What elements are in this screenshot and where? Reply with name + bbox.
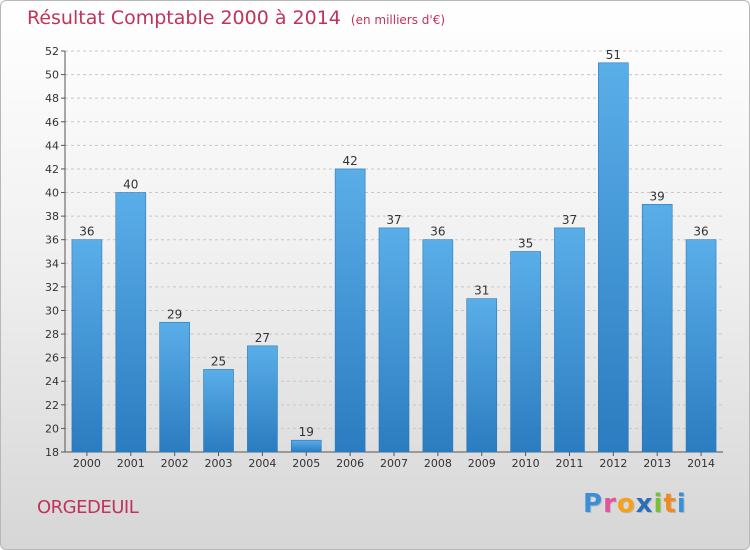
y-tick-label: 36	[45, 234, 59, 247]
y-tick-label: 26	[45, 352, 59, 365]
logo-letter: i	[653, 489, 664, 519]
bar-value-label: 29	[167, 307, 182, 321]
x-tick-label: 2013	[643, 457, 671, 470]
logo-letter: t	[663, 489, 677, 519]
bar-value-label: 25	[211, 354, 226, 368]
x-tick-label: 2014	[687, 457, 715, 470]
y-tick-label: 52	[45, 45, 59, 58]
bar	[685, 239, 717, 453]
bar-value-label: 36	[693, 225, 708, 239]
x-tick-label: 2010	[512, 457, 540, 470]
x-tick-label: 2012	[599, 457, 627, 470]
bar	[641, 204, 673, 453]
logo-letter: P	[583, 489, 604, 519]
x-tick-label: 2000	[73, 457, 101, 470]
x-tick-label: 2011	[555, 457, 583, 470]
y-tick-label: 18	[45, 446, 59, 459]
logo-letter: r	[603, 489, 617, 519]
bar	[554, 227, 585, 453]
bar-value-label: 37	[386, 213, 401, 227]
bar-value-label: 37	[562, 213, 577, 227]
title-main: Résultat Comptable 2000 à 2014	[27, 7, 341, 29]
bar-value-label: 36	[430, 225, 445, 239]
x-tick-label: 2005	[292, 457, 320, 470]
bar-value-label: 35	[518, 237, 533, 251]
bar	[290, 439, 322, 453]
bar	[71, 239, 103, 453]
chart-title: Résultat Comptable 2000 à 2014 (en millie…	[27, 7, 445, 29]
y-tick-label: 34	[45, 257, 59, 270]
x-tick-label: 2002	[161, 457, 189, 470]
bar	[334, 168, 366, 453]
x-tick-label: 2008	[424, 457, 452, 470]
y-tick-label: 30	[45, 304, 59, 317]
logo-letter: i	[676, 489, 687, 519]
bar-value-label: 31	[474, 284, 489, 298]
bar	[115, 192, 147, 453]
bar-value-label: 51	[606, 48, 621, 62]
logo-letter: x	[635, 489, 654, 519]
bar	[510, 251, 541, 453]
y-tick-label: 42	[45, 163, 59, 176]
bar	[203, 369, 234, 453]
proxiti-logo: Proxiti	[583, 489, 687, 519]
bar	[598, 62, 629, 453]
title-unit: (en milliers d'€)	[350, 13, 446, 27]
bar-value-label: 27	[255, 331, 270, 345]
y-tick-label: 24	[45, 375, 59, 388]
y-tick-label: 22	[45, 399, 59, 412]
bar-value-label: 42	[342, 154, 357, 168]
bar-value-label: 39	[650, 189, 665, 203]
y-tick-label: 48	[45, 92, 59, 105]
y-tick-label: 38	[45, 210, 59, 223]
y-tick-label: 46	[45, 116, 59, 129]
x-tick-label: 2007	[380, 457, 408, 470]
bar	[466, 298, 498, 453]
town-name: ORGEDEUIL	[37, 497, 139, 518]
y-tick-label: 50	[45, 69, 59, 82]
x-tick-label: 2009	[468, 457, 496, 470]
bar-value-label: 40	[123, 178, 138, 192]
y-tick-label: 40	[45, 187, 59, 200]
x-tick-label: 2001	[117, 457, 145, 470]
bar	[422, 239, 454, 453]
y-tick-label: 28	[45, 328, 59, 341]
y-tick-label: 32	[45, 281, 59, 294]
bar-value-label: 19	[299, 425, 314, 439]
x-tick-label: 2004	[248, 457, 276, 470]
x-tick-label: 2006	[336, 457, 364, 470]
logo-letter: o	[616, 489, 636, 519]
y-tick-label: 20	[45, 422, 59, 435]
bar	[378, 227, 410, 453]
bar	[247, 345, 278, 453]
bar-value-label: 36	[79, 225, 94, 239]
y-tick-label: 44	[45, 139, 59, 152]
x-tick-label: 2003	[205, 457, 233, 470]
bar	[159, 321, 190, 453]
